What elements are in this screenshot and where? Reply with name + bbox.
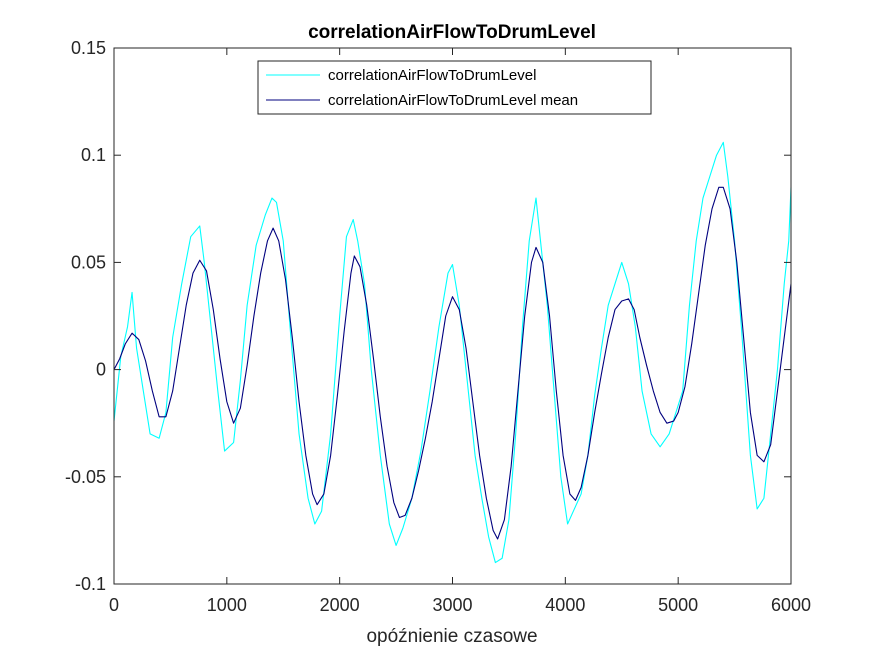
series-line-mean [113, 186, 792, 540]
x-tick-label: 3000 [432, 595, 472, 615]
y-tick-label: 0.1 [81, 145, 106, 165]
plot-area [114, 48, 791, 584]
legend-label-mean: correlationAirFlowToDrumLevel mean [328, 92, 578, 109]
y-tick-label: 0.15 [71, 38, 106, 58]
chart-title: correlationAirFlowToDrumLevel [308, 22, 596, 43]
legend: correlationAirFlowToDrumLevel correlatio… [257, 60, 652, 115]
y-tick-label: -0.1 [75, 574, 106, 594]
x-axis: 0 1000 2000 3000 4000 5000 6000 [109, 48, 811, 615]
y-tick-label: 0.05 [71, 252, 106, 272]
y-tick-label: -0.05 [65, 467, 106, 487]
y-tick-label: 0 [96, 360, 106, 380]
legend-label-raw: correlationAirFlowToDrumLevel [328, 67, 536, 84]
legend-box [257, 60, 652, 115]
y-axis: -0.1 -0.05 0 0.05 0.1 0.15 [65, 38, 791, 594]
x-axis-label: opóźnienie czasowe [366, 626, 537, 647]
x-tick-label: 4000 [545, 595, 585, 615]
x-tick-label: 0 [109, 595, 119, 615]
x-tick-label: 1000 [207, 595, 247, 615]
series-line-raw [113, 141, 792, 564]
x-tick-label: 6000 [771, 595, 811, 615]
x-tick-label: 2000 [320, 595, 360, 615]
series-layer [113, 141, 792, 564]
x-tick-label: 5000 [658, 595, 698, 615]
